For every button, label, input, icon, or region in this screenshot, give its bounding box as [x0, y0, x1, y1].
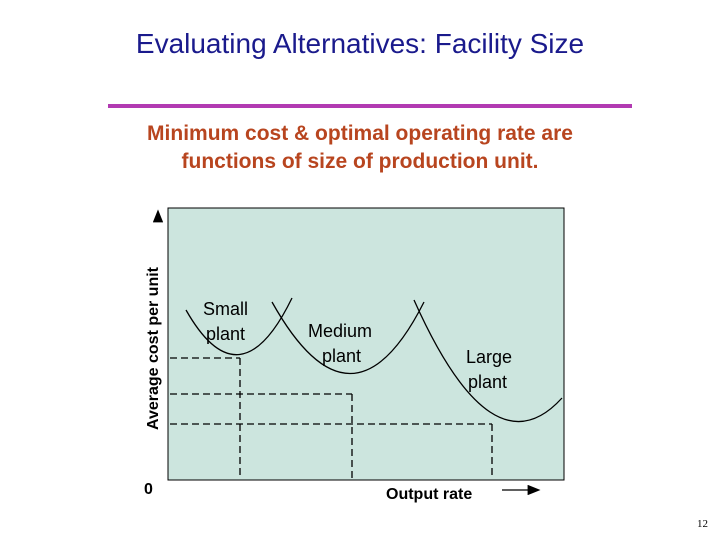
x-axis-label: Output rate [386, 486, 472, 503]
large-plant-label-line-1: Large [466, 347, 512, 367]
medium-plant-label-line-1: Medium [308, 321, 372, 341]
small-plant-curve [185, 297, 293, 356]
subtitle-line-1: Minimum cost & optimal operating rate ar… [147, 122, 573, 145]
slide-subtitle: Minimum cost & optimal operating rate ar… [70, 120, 650, 176]
subtitle-line-2: functions of size of production unit. [181, 150, 539, 173]
origin-label: 0 [144, 481, 153, 498]
large-plant-label-line-2: plant [468, 372, 507, 392]
large-plant-curve [413, 299, 563, 423]
medium-plant-label-line-2: plant [322, 346, 361, 366]
y-axis-label: Average cost per unit [145, 266, 162, 430]
medium-plant-curve [271, 301, 425, 374]
page-number: 12 [697, 518, 708, 530]
small-plant-label-line-2: plant [206, 324, 245, 344]
small-plant-label-line-1: Small [203, 299, 248, 319]
plot-area [167, 207, 565, 481]
title-divider [108, 104, 632, 108]
slide-title: Evaluating Alternatives: Facility Size [135, 28, 585, 59]
